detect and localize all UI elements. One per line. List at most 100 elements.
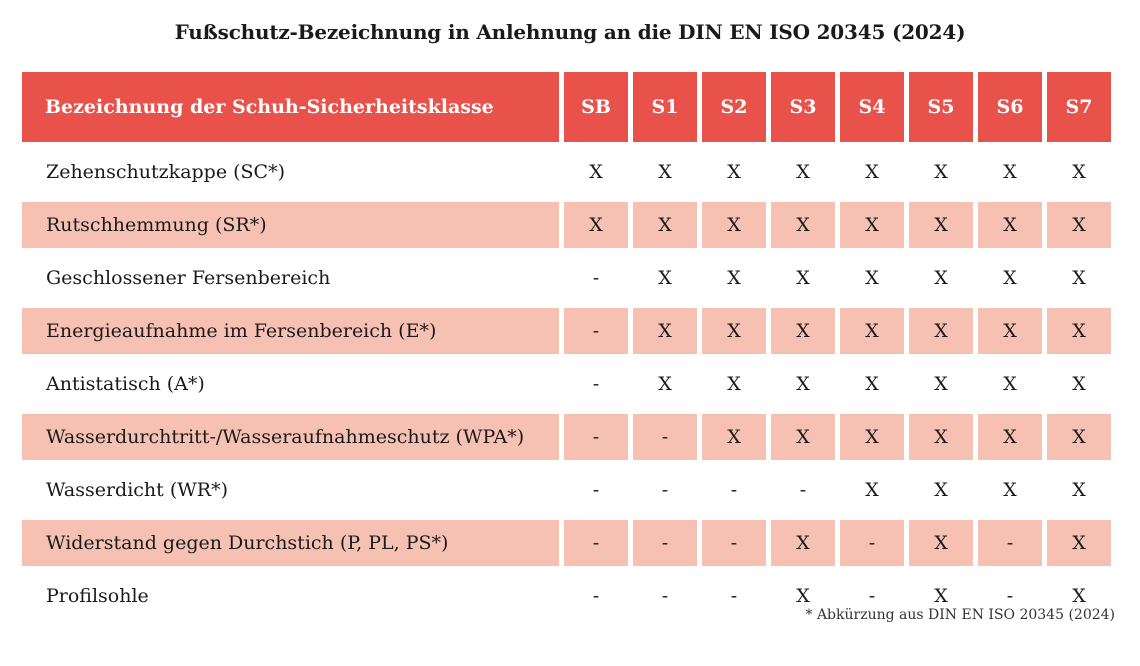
- table-row: Wasserdurchtritt-/Wasseraufnahmeschutz (…: [22, 414, 1111, 460]
- footnote: * Abkürzung aus DIN EN ISO 20345 (2024): [805, 607, 1116, 623]
- table-cell: X: [1003, 267, 1017, 289]
- table-row: Wasserdicht (WR*) - - - - X X X X: [22, 467, 1111, 513]
- table-row: Rutschhemmung (SR*) X X X X X X X X: [22, 202, 1111, 248]
- table-cell: X: [909, 520, 973, 566]
- table-cell: X: [771, 520, 835, 566]
- table-cell: X: [1072, 161, 1086, 183]
- table-cell: X: [1003, 479, 1017, 501]
- table-cell: X: [1072, 267, 1086, 289]
- row-label: Zehenschutzkappe (SC*): [46, 161, 286, 183]
- table-cell: X: [934, 267, 948, 289]
- table-cell: -: [702, 520, 766, 566]
- table-cell: X: [658, 373, 672, 395]
- table-cell: X: [978, 308, 1042, 354]
- row-label: Wasserdurchtritt-/Wasseraufnahmeschutz (…: [22, 414, 559, 460]
- table-cell: X: [865, 267, 879, 289]
- table-row: Antistatisch (A*) - X X X X X X X: [22, 361, 1111, 407]
- row-label: Energieaufnahme im Fersenbereich (E*): [22, 308, 559, 354]
- table-cell: -: [661, 585, 669, 607]
- table-cell: X: [865, 161, 879, 183]
- table-cell: -: [592, 479, 600, 501]
- table-cell: -: [592, 585, 600, 607]
- table-cell: -: [868, 585, 876, 607]
- table-cell: X: [727, 161, 741, 183]
- table-cell: X: [1047, 202, 1111, 248]
- table-cell: X: [702, 308, 766, 354]
- table-row: Geschlossener Fersenbereich - X X X X X …: [22, 255, 1111, 301]
- table-cell: X: [702, 202, 766, 248]
- table-cell: X: [633, 308, 697, 354]
- table-cell: X: [840, 202, 904, 248]
- table-cell: X: [796, 373, 810, 395]
- table-cell: X: [771, 414, 835, 460]
- row-label: Geschlossener Fersenbereich: [46, 267, 331, 289]
- column-header-class: S3: [771, 72, 835, 142]
- table-cell: X: [865, 479, 879, 501]
- table-cell: X: [658, 267, 672, 289]
- table-cell: -: [730, 585, 738, 607]
- table-cell: X: [909, 414, 973, 460]
- table-cell: X: [934, 373, 948, 395]
- row-label: Widerstand gegen Durchstich (P, PL, PS*): [22, 520, 559, 566]
- table-cell: X: [796, 161, 810, 183]
- table-row: Zehenschutzkappe (SC*) X X X X X X X X: [22, 149, 1111, 195]
- table-cell: X: [796, 585, 810, 607]
- table-cell: X: [1047, 414, 1111, 460]
- table-cell: -: [564, 414, 628, 460]
- table-cell: X: [934, 161, 948, 183]
- table-cell: X: [978, 202, 1042, 248]
- table-cell: X: [840, 414, 904, 460]
- table-cell: -: [840, 520, 904, 566]
- table-cell: X: [978, 414, 1042, 460]
- row-label: Antistatisch (A*): [46, 373, 205, 395]
- table-cell: X: [727, 373, 741, 395]
- classification-table: Bezeichnung der Schuh-Sicherheitsklasse …: [17, 65, 1116, 626]
- table-cell: -: [564, 520, 628, 566]
- column-header-class: S5: [909, 72, 973, 142]
- table-cell: -: [633, 414, 697, 460]
- table-row: Profilsohle - - - X - X - X: [22, 573, 1111, 619]
- table-cell: X: [934, 479, 948, 501]
- row-label: Profilsohle: [46, 585, 149, 607]
- table-cell: X: [1047, 520, 1111, 566]
- table-cell: X: [934, 585, 948, 607]
- column-header-class: S6: [978, 72, 1042, 142]
- table-cell: X: [909, 308, 973, 354]
- table-cell: X: [771, 308, 835, 354]
- table-cell: -: [592, 267, 600, 289]
- table-cell: X: [1047, 308, 1111, 354]
- column-header-label: Bezeichnung der Schuh-Sicherheitsklasse: [22, 72, 559, 142]
- table-cell: -: [1006, 585, 1014, 607]
- table-cell: X: [796, 267, 810, 289]
- table-cell: -: [730, 479, 738, 501]
- table-cell: X: [633, 202, 697, 248]
- table-cell: X: [1003, 161, 1017, 183]
- table-cell: -: [978, 520, 1042, 566]
- header-row: Bezeichnung der Schuh-Sicherheitsklasse …: [22, 72, 1111, 142]
- page-title: Fußschutz-Bezeichnung in Anlehnung an di…: [174, 20, 966, 44]
- table-cell: -: [633, 520, 697, 566]
- table-cell: X: [702, 414, 766, 460]
- table-row: Energieaufnahme im Fersenbereich (E*) - …: [22, 308, 1111, 354]
- column-header-class: S2: [702, 72, 766, 142]
- table-cell: X: [771, 202, 835, 248]
- table-cell: X: [1072, 479, 1086, 501]
- table-cell: X: [840, 308, 904, 354]
- column-header-class: SB: [564, 72, 628, 142]
- column-header-class: S4: [840, 72, 904, 142]
- table-cell: X: [1003, 373, 1017, 395]
- table-cell: -: [661, 479, 669, 501]
- table-cell: X: [589, 161, 603, 183]
- table-cell: -: [799, 479, 807, 501]
- table-row: Widerstand gegen Durchstich (P, PL, PS*)…: [22, 520, 1111, 566]
- table-cell: X: [564, 202, 628, 248]
- table-cell: X: [1072, 585, 1086, 607]
- column-header-class: S7: [1047, 72, 1111, 142]
- table-cell: -: [564, 308, 628, 354]
- row-label: Rutschhemmung (SR*): [22, 202, 559, 248]
- table-cell: X: [909, 202, 973, 248]
- table-cell: X: [1072, 373, 1086, 395]
- table-cell: X: [727, 267, 741, 289]
- table-cell: -: [592, 373, 600, 395]
- column-header-class: S1: [633, 72, 697, 142]
